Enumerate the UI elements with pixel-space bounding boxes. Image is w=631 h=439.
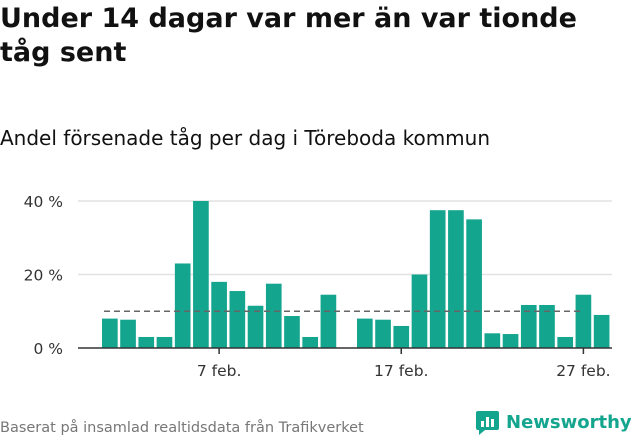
bar [448,210,464,348]
bar [156,336,173,348]
gridlines [78,200,612,276]
bar [193,201,209,348]
x-tick-label: 27 feb. [556,362,610,380]
bar [575,294,592,348]
y-tick-label: 40 % [24,193,63,211]
y-tick-label: 0 % [33,340,63,358]
bar [247,305,264,348]
bar [466,219,482,348]
bar [302,336,319,348]
bar [102,318,118,348]
bar [265,283,282,348]
bar [120,319,136,348]
bar [502,334,519,348]
bar [539,305,555,348]
brand-name: Newsworthy [506,411,631,433]
x-tick-label: 17 feb. [374,362,428,380]
newsworthy-logo-icon [476,410,499,435]
bar [429,210,446,348]
chart-title: Under 14 dagar var mer än var tionde tåg… [0,3,577,68]
x-tick-label: 7 feb. [197,362,242,380]
bar [593,314,610,348]
bar [174,263,191,348]
bar [375,319,391,348]
bar-chart: 0 % 20 % 40 % 7 feb. 17 feb. 27 feb. [24,193,612,380]
bar [557,336,574,348]
tick-labels: 0 % 20 % 40 % 7 feb. 17 feb. 27 feb. [24,193,611,380]
bar [520,305,537,348]
bar [211,281,227,348]
bar [320,294,337,348]
bar [229,291,246,348]
newsworthy-logo: Newsworthy [475,407,631,437]
bar [393,325,410,348]
bars [102,201,610,348]
axis-group [78,347,612,354]
bar [484,333,501,348]
chart-subtitle: Andel försenade tåg per dag i Töreboda k… [0,126,491,150]
bar [284,316,300,348]
bar [138,336,155,348]
y-tick-label: 20 % [24,267,63,285]
source-note: Baserat på insamlad realtidsdata från Tr… [0,420,364,436]
bar [357,318,373,348]
